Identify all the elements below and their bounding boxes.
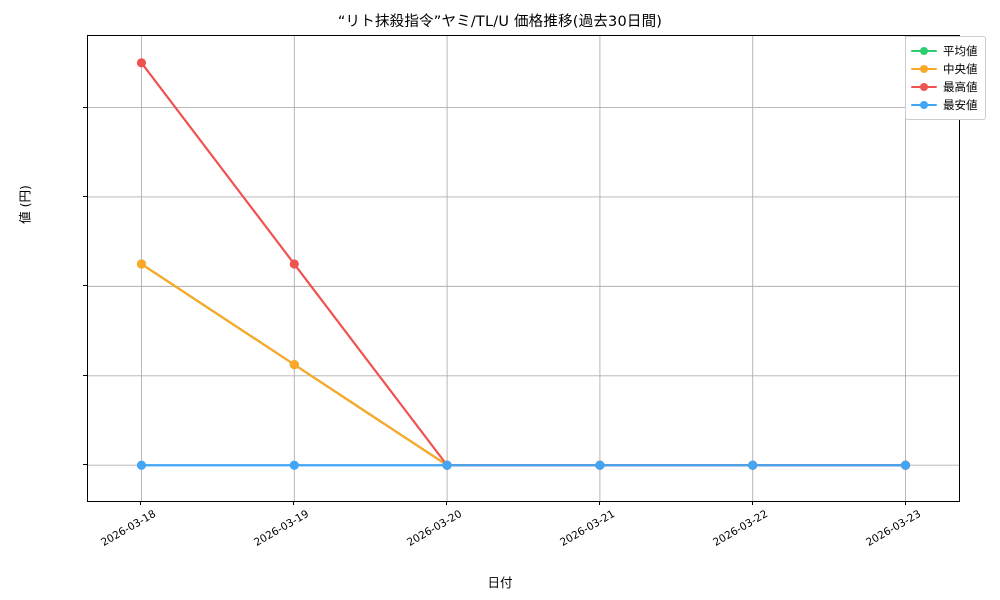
x-tick-label: 2026-03-18: [99, 508, 159, 549]
series-markers: [136, 58, 911, 470]
x-tick-mark: [140, 501, 142, 505]
x-axis-label: 日付: [487, 575, 513, 590]
data-point: [136, 58, 147, 68]
legend-item-最安値[interactable]: 最安値: [911, 96, 978, 114]
x-tick-label: 2026-03-22: [710, 508, 770, 549]
data-point: [442, 460, 452, 470]
legend-label: 中央値: [943, 62, 978, 76]
chart-legend: 平均値中央値最高値最安値: [905, 36, 986, 120]
series-line-最高値: [140, 61, 907, 467]
x-tick-mark: [293, 501, 295, 505]
data-point: [289, 460, 299, 470]
legend-label: 最安値: [943, 98, 978, 112]
data-point: [595, 460, 605, 470]
y-tick-mark: [83, 285, 87, 287]
series-lines: [140, 61, 907, 467]
legend-swatch-icon: [911, 98, 937, 112]
series-line-中央値: [140, 262, 907, 467]
y-tick-mark: [83, 374, 87, 376]
data-point: [289, 259, 299, 269]
series-line-平均値: [140, 262, 907, 467]
chart-title: “リト抹殺指令”ヤミ/TL/U 価格推移(過去30日間): [337, 14, 663, 30]
y-tick-mark: [83, 106, 87, 108]
data-point: [748, 460, 758, 470]
x-tick-mark: [751, 501, 753, 505]
data-point: [289, 360, 299, 370]
y-axis-label: 値 (円): [17, 185, 33, 224]
x-tick-label: 2026-03-23: [863, 508, 923, 549]
x-tick-mark: [446, 501, 448, 505]
x-tick-label: 2026-03-20: [405, 508, 465, 549]
legend-label: 最高値: [943, 80, 978, 94]
legend-item-中央値[interactable]: 中央値: [911, 60, 978, 78]
plot-canvas: [88, 36, 959, 501]
legend-item-平均値[interactable]: 平均値: [911, 42, 978, 60]
plot-area: [87, 35, 960, 502]
legend-swatch-icon: [911, 44, 937, 58]
x-tick-label: 2026-03-21: [558, 508, 617, 549]
data-point: [136, 460, 147, 470]
data-point: [136, 259, 147, 269]
data-point: [900, 460, 911, 470]
x-tick-mark: [598, 501, 600, 505]
legend-swatch-icon: [911, 80, 937, 94]
legend-label: 平均値: [943, 44, 978, 58]
x-tick-label: 2026-03-19: [252, 508, 312, 549]
gridlines: [88, 36, 959, 501]
x-tick-mark: [904, 501, 906, 505]
y-tick-mark: [83, 464, 87, 466]
legend-swatch-icon: [911, 62, 937, 76]
legend-item-最高値[interactable]: 最高値: [911, 78, 978, 96]
y-tick-mark: [83, 195, 87, 197]
